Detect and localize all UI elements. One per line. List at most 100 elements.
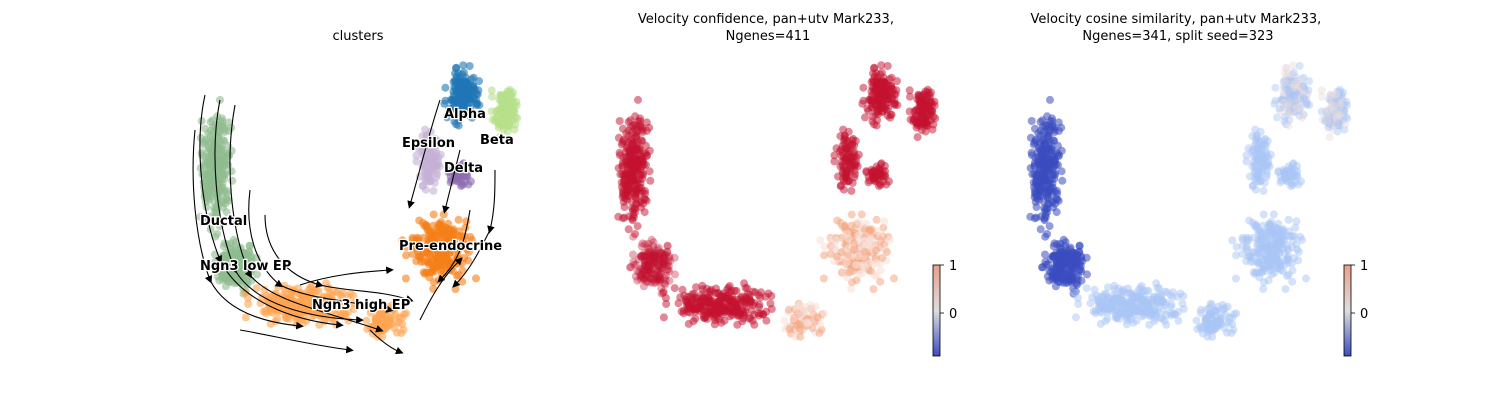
cell-point bbox=[506, 101, 515, 110]
cell-point bbox=[629, 232, 638, 241]
panel-title-line: Ngenes=341, split seed=323 bbox=[1082, 29, 1273, 44]
cell-point bbox=[643, 263, 652, 272]
streamline bbox=[442, 149, 461, 214]
cell-point bbox=[631, 112, 640, 121]
cell-point bbox=[1040, 139, 1049, 148]
cell-point bbox=[879, 97, 888, 106]
cell-point bbox=[665, 252, 674, 261]
cell-point bbox=[639, 170, 648, 179]
cell-point bbox=[469, 82, 478, 90]
cell-point bbox=[436, 231, 445, 240]
cell-point bbox=[1259, 186, 1268, 195]
cell-point bbox=[646, 265, 655, 274]
cell-point bbox=[1257, 268, 1266, 277]
cell-point bbox=[442, 247, 451, 256]
cell-point bbox=[1048, 252, 1057, 261]
cell-point bbox=[1260, 140, 1269, 149]
cell-point bbox=[656, 275, 664, 284]
cell-point bbox=[1069, 249, 1078, 258]
colorbar-tick: 0 bbox=[1360, 307, 1368, 322]
cell-point bbox=[441, 83, 450, 92]
cell-point bbox=[487, 107, 496, 116]
cell-point bbox=[426, 150, 435, 159]
cell-point bbox=[657, 249, 666, 258]
streamline bbox=[407, 99, 441, 209]
cell-point bbox=[638, 162, 647, 171]
cell-point bbox=[472, 274, 480, 283]
cell-point bbox=[455, 89, 464, 98]
cell-point bbox=[401, 274, 410, 283]
cell-point bbox=[1153, 283, 1162, 292]
cell-point bbox=[785, 325, 794, 333]
cell-point bbox=[1251, 177, 1260, 186]
cell-point bbox=[883, 62, 892, 70]
cell-point bbox=[874, 110, 883, 119]
cell-point bbox=[425, 250, 434, 259]
cell-point bbox=[741, 283, 750, 292]
cell-point bbox=[887, 73, 896, 82]
cell-point bbox=[211, 206, 219, 215]
cell-point bbox=[1145, 320, 1154, 329]
cell-point bbox=[214, 131, 223, 140]
cell-point bbox=[432, 147, 441, 156]
cell-point bbox=[1118, 287, 1127, 296]
cell-point bbox=[796, 332, 805, 341]
cell-point bbox=[1273, 263, 1281, 272]
cell-point bbox=[649, 258, 658, 267]
cell-point bbox=[468, 113, 477, 122]
cell-point bbox=[663, 242, 672, 251]
cell-point bbox=[1103, 301, 1112, 310]
cell-point bbox=[1298, 113, 1307, 122]
cell-point bbox=[840, 223, 849, 231]
cell-point bbox=[1174, 316, 1183, 325]
cell-point bbox=[1271, 83, 1280, 92]
cell-point bbox=[1044, 260, 1052, 269]
cell-point bbox=[1251, 185, 1260, 194]
cell-point bbox=[641, 252, 650, 260]
cell-point bbox=[462, 104, 471, 113]
cell-point bbox=[464, 248, 473, 256]
cell-point bbox=[462, 217, 471, 226]
cell-point bbox=[451, 285, 460, 294]
cell-point bbox=[265, 307, 274, 316]
cell-point bbox=[762, 316, 771, 325]
cell-point bbox=[615, 117, 624, 125]
cell-point bbox=[1099, 292, 1107, 301]
cell-point bbox=[421, 185, 430, 194]
cell-point bbox=[1162, 298, 1171, 307]
cell-point bbox=[421, 177, 430, 186]
cell-point bbox=[1330, 108, 1339, 116]
cell-point bbox=[654, 274, 663, 283]
cell-point bbox=[443, 113, 451, 122]
cell-point bbox=[282, 314, 291, 323]
cell-point bbox=[664, 261, 673, 270]
cell-point bbox=[323, 283, 332, 292]
cell-point bbox=[1061, 238, 1070, 247]
cell-point bbox=[1228, 236, 1237, 245]
cell-point bbox=[647, 261, 656, 270]
cell-point bbox=[1043, 194, 1052, 203]
confidence-points bbox=[614, 61, 940, 341]
cell-point bbox=[855, 218, 863, 226]
cell-point bbox=[887, 82, 896, 90]
cell-point bbox=[1291, 97, 1300, 106]
cell-point bbox=[661, 294, 670, 302]
cell-point bbox=[427, 159, 436, 168]
cell-point bbox=[614, 164, 623, 173]
cell-point bbox=[1046, 95, 1054, 104]
cell-point bbox=[880, 217, 889, 226]
cell-point bbox=[618, 214, 627, 223]
cell-point bbox=[706, 303, 715, 312]
cell-point bbox=[653, 273, 662, 281]
cell-point bbox=[643, 248, 652, 256]
cell-point bbox=[850, 166, 859, 175]
cell-point bbox=[857, 210, 866, 219]
streamline bbox=[192, 129, 304, 330]
cell-point bbox=[241, 313, 250, 322]
cell-point bbox=[671, 270, 679, 279]
streamline bbox=[452, 229, 491, 288]
cell-point bbox=[224, 118, 233, 127]
cell-point bbox=[756, 293, 765, 302]
cell-point bbox=[1029, 178, 1038, 187]
